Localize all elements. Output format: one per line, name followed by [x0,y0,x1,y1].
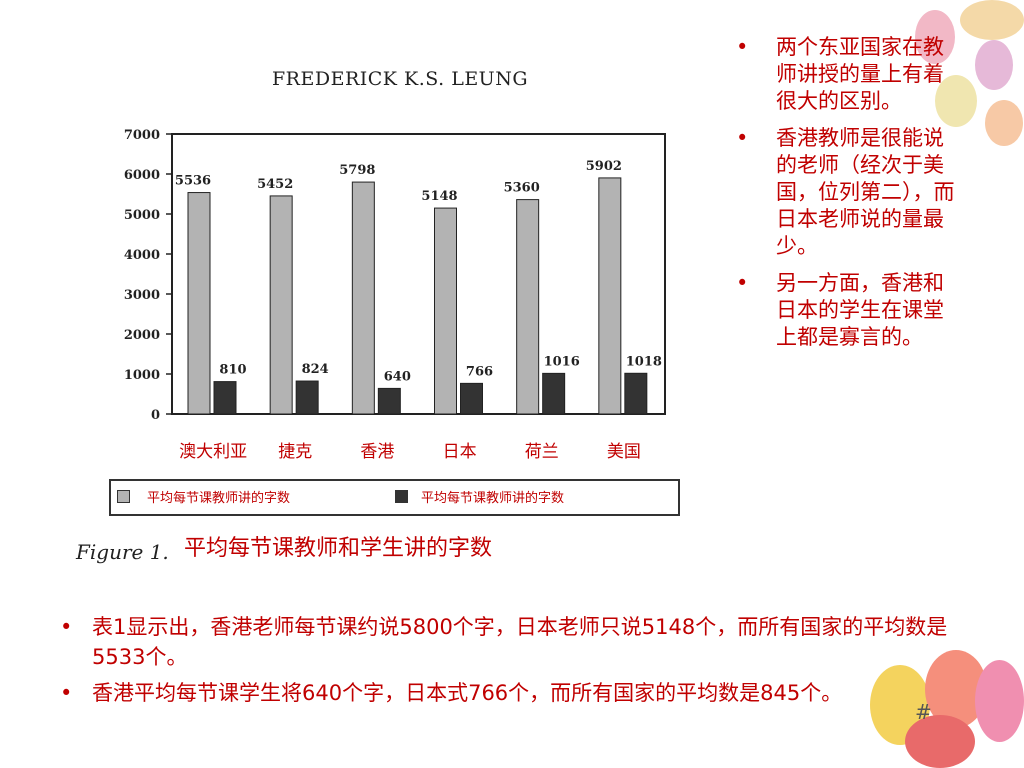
legend-swatch-student [395,490,408,503]
data-label: 5902 [586,159,622,174]
bar-student [213,381,237,415]
bar-student [377,387,401,415]
egg-decoration [975,40,1013,90]
side-bullet-list: • 两个东亚国家在教师讲授的量上有着很大的区别。 • 香港教师是很能说的老师（经次于… [736,34,956,361]
y-tick-label: 1000 [124,368,160,383]
bottom-bullet-text: 香港平均每节课学生将640个字，日本式766个，而所有国家的平均数是845个。 [92,681,843,705]
bar-student [542,372,566,415]
x-category-label: 美国 [606,442,641,462]
legend-label-teacher: 平均每节课教师讲的字数 [147,491,291,506]
bar-teacher [269,195,293,415]
x-category-label: 澳大利亚 [179,442,248,462]
figure-label: Figure 1. [76,540,169,564]
data-label: 824 [302,362,329,377]
y-tick-label: 5000 [124,208,160,223]
x-category-label: 香港 [360,442,395,462]
side-bullet-text: 两个东亚国家在教师讲授的量上有着很大的区别。 [776,35,944,113]
plot-frame [171,133,666,415]
bar-teacher [516,199,540,415]
legend-swatch-teacher [117,490,130,503]
bottom-bullet-text: 表1显示出，香港老师每节课约说5800个字，日本老师只说5148个，而所有国家的… [92,615,948,669]
side-bullet-item: • 香港教师是很能说的老师（经次于美国，位列第二），而日本老师说的量最少。 [736,125,956,260]
bullet-icon: • [736,35,749,59]
egg-decoration [985,100,1023,146]
legend-label-student: 平均每节课教师讲的字数 [421,491,565,506]
bottom-bullet-list: • 表1显示出，香港老师每节课约说5800个字，日本老师只说5148个，而所有国家… [60,612,980,714]
egg-decoration [915,10,955,64]
y-tick-label: 2000 [124,328,160,343]
bullet-icon: • [60,681,73,705]
bar-student [295,380,319,415]
y-tick-label: 0 [151,408,160,420]
bar-chart: 0 1000 2000 3000 4000 5000 6000 7000 5536 810 5452… [124,128,666,420]
bar-student [624,372,648,415]
x-category-label: 日本 [442,442,477,462]
bullet-icon: • [736,271,749,295]
data-label: 5452 [257,177,293,192]
data-label: 5360 [504,181,540,196]
x-category-label: 荷兰 [524,442,559,462]
bar-teacher [351,181,375,415]
bullet-icon: • [60,615,73,639]
egg-decoration [975,660,1024,742]
data-label: 810 [219,363,246,378]
data-label: 5148 [421,189,457,204]
bar-student [460,382,483,415]
data-label: 766 [466,364,493,379]
bar-teacher [187,192,211,415]
bar-teacher [598,177,622,415]
figure-caption: 平均每节课教师和学生讲的字数 [184,536,493,561]
page-number: # [915,700,932,724]
bar-teacher [434,207,457,415]
side-bullet-item: • 两个东亚国家在教师讲授的量上有着很大的区别。 [736,34,956,115]
side-bullet-item: • 另一方面，香港和日本的学生在课堂上都是寡言的。 [736,270,956,351]
data-label: 5798 [339,163,375,178]
y-tick-label: 6000 [124,168,160,183]
data-label: 1018 [626,354,662,369]
x-category-label: 捷克 [278,442,313,462]
bottom-bullet-item: • 香港平均每节课学生将640个字，日本式766个，而所有国家的平均数是845个。 [60,678,980,708]
chart-legend: 平均每节课教师讲的字数 平均每节课教师讲的字数 [109,479,680,516]
side-bullet-text: 另一方面，香港和日本的学生在课堂上都是寡言的。 [776,271,944,349]
data-label: 5536 [175,174,211,189]
egg-decoration [960,0,1024,40]
y-tick-label: 4000 [124,248,160,263]
y-tick-label: 3000 [124,288,160,303]
y-tick-label: 7000 [124,128,160,143]
data-label: 1016 [544,354,580,369]
side-bullet-text: 香港教师是很能说的老师（经次于美国，位列第二），而日本老师说的量最少。 [776,126,955,258]
bottom-bullet-item: • 表1显示出，香港老师每节课约说5800个字，日本老师只说5148个，而所有国家… [60,612,980,672]
egg-decoration [905,715,975,768]
egg-decoration [935,75,977,127]
data-label: 640 [384,369,411,384]
bullet-icon: • [736,126,749,150]
chart-header: FREDERICK K.S. LEUNG [272,68,528,90]
